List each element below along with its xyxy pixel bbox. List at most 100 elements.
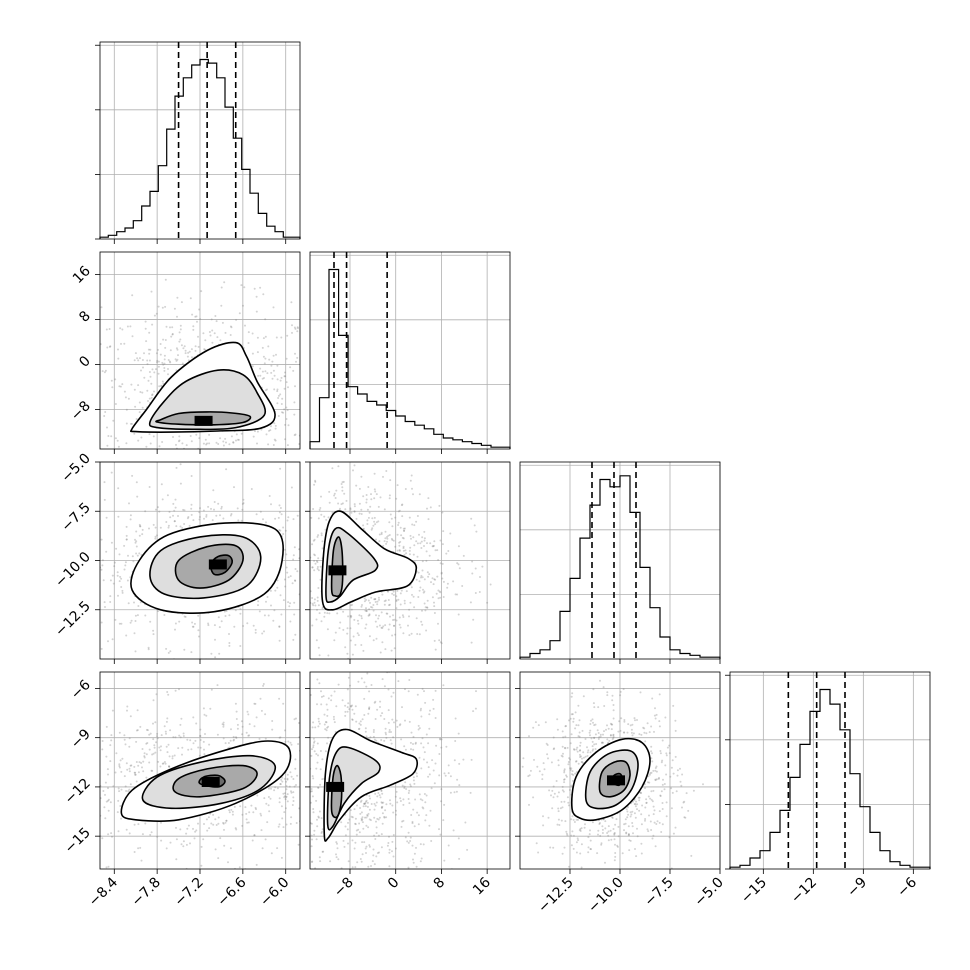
sample-point (286, 519, 289, 522)
sample-point (287, 601, 290, 604)
sample-point (268, 810, 271, 813)
sample-point (365, 845, 368, 848)
sample-point (414, 742, 417, 745)
sample-point (388, 729, 391, 731)
sample-point (398, 509, 401, 512)
sample-point (381, 805, 384, 808)
sample-point (412, 808, 415, 811)
sample-point (358, 822, 361, 825)
sample-point (282, 411, 285, 414)
sample-point (137, 605, 140, 607)
sample-point (594, 723, 597, 726)
sample-point (24, 755, 26, 757)
sample-point (133, 359, 136, 362)
sample-point (40, 506, 42, 508)
sample-point (392, 590, 395, 593)
sample-point (376, 852, 379, 854)
sample-point (420, 767, 423, 770)
sample-point (125, 762, 128, 765)
sample-point (123, 568, 126, 571)
sample-point (292, 638, 295, 641)
sample-point (368, 613, 371, 616)
sample-point (672, 704, 675, 707)
sample-point (281, 587, 283, 589)
sample-point (283, 777, 286, 780)
sample-point (143, 352, 145, 355)
sample-point (439, 591, 442, 594)
sample-point (559, 807, 562, 810)
sample-point (297, 743, 300, 745)
sample-point (650, 771, 653, 774)
sample-point (410, 537, 412, 540)
sample-point (325, 703, 328, 706)
sample-point (422, 843, 425, 846)
sample-point (100, 343, 102, 346)
sample-point (655, 823, 658, 825)
sample-point (379, 706, 381, 708)
sample-point (223, 610, 226, 613)
density-layer (22, 683, 369, 869)
sample-point (262, 518, 264, 521)
sample-point (295, 471, 297, 473)
sample-point (424, 606, 427, 609)
sample-point (302, 787, 304, 789)
sample-point (366, 523, 369, 525)
sample-point (411, 888, 413, 890)
sample-point (408, 553, 411, 556)
density-layer (40, 463, 320, 659)
sample-point (134, 538, 136, 541)
sample-point (87, 759, 89, 761)
sample-point (377, 818, 380, 821)
sample-point (337, 502, 340, 505)
sample-point (125, 525, 128, 528)
sample-point (316, 535, 319, 538)
sample-point (207, 452, 209, 454)
sample-point (353, 847, 356, 850)
sample-point (293, 401, 296, 404)
sample-point (203, 348, 206, 351)
sample-point (173, 520, 176, 523)
sample-point (367, 798, 369, 800)
sample-point (210, 688, 213, 691)
sample-point (247, 342, 250, 344)
sample-point (292, 796, 295, 799)
sample-point (124, 396, 127, 399)
sample-point (156, 732, 159, 735)
sample-point (149, 442, 152, 445)
sample-point (358, 831, 361, 834)
sample-point (292, 778, 295, 780)
sample-point (318, 561, 320, 563)
sample-point (179, 328, 182, 331)
sample-point (162, 454, 164, 456)
sample-point (349, 639, 352, 642)
sample-point (361, 816, 364, 819)
sample-point (22, 793, 24, 795)
sample-point (320, 408, 322, 410)
sample-point (129, 325, 132, 328)
sample-point (406, 840, 409, 843)
sample-point (317, 604, 320, 607)
sample-point (629, 724, 632, 727)
sample-point (354, 817, 357, 820)
sample-point (304, 782, 306, 784)
sample-point (135, 729, 138, 732)
sample-point (260, 709, 263, 712)
sample-point (532, 796, 535, 799)
sample-point (92, 772, 94, 774)
sample-point (189, 842, 191, 845)
sample-point (419, 860, 422, 863)
sample-point (413, 782, 416, 785)
sample-point (192, 519, 195, 522)
sample-point (278, 797, 281, 800)
sample-point (315, 618, 318, 621)
sample-point (161, 762, 164, 765)
sample-point (432, 544, 435, 547)
sample-point (420, 620, 423, 623)
sample-point (282, 801, 284, 803)
sample-point (208, 743, 211, 746)
sample-point (205, 714, 208, 717)
sample-point (136, 709, 139, 712)
sample-point (432, 698, 435, 701)
sample-point (104, 606, 106, 608)
sample-point (179, 525, 182, 528)
